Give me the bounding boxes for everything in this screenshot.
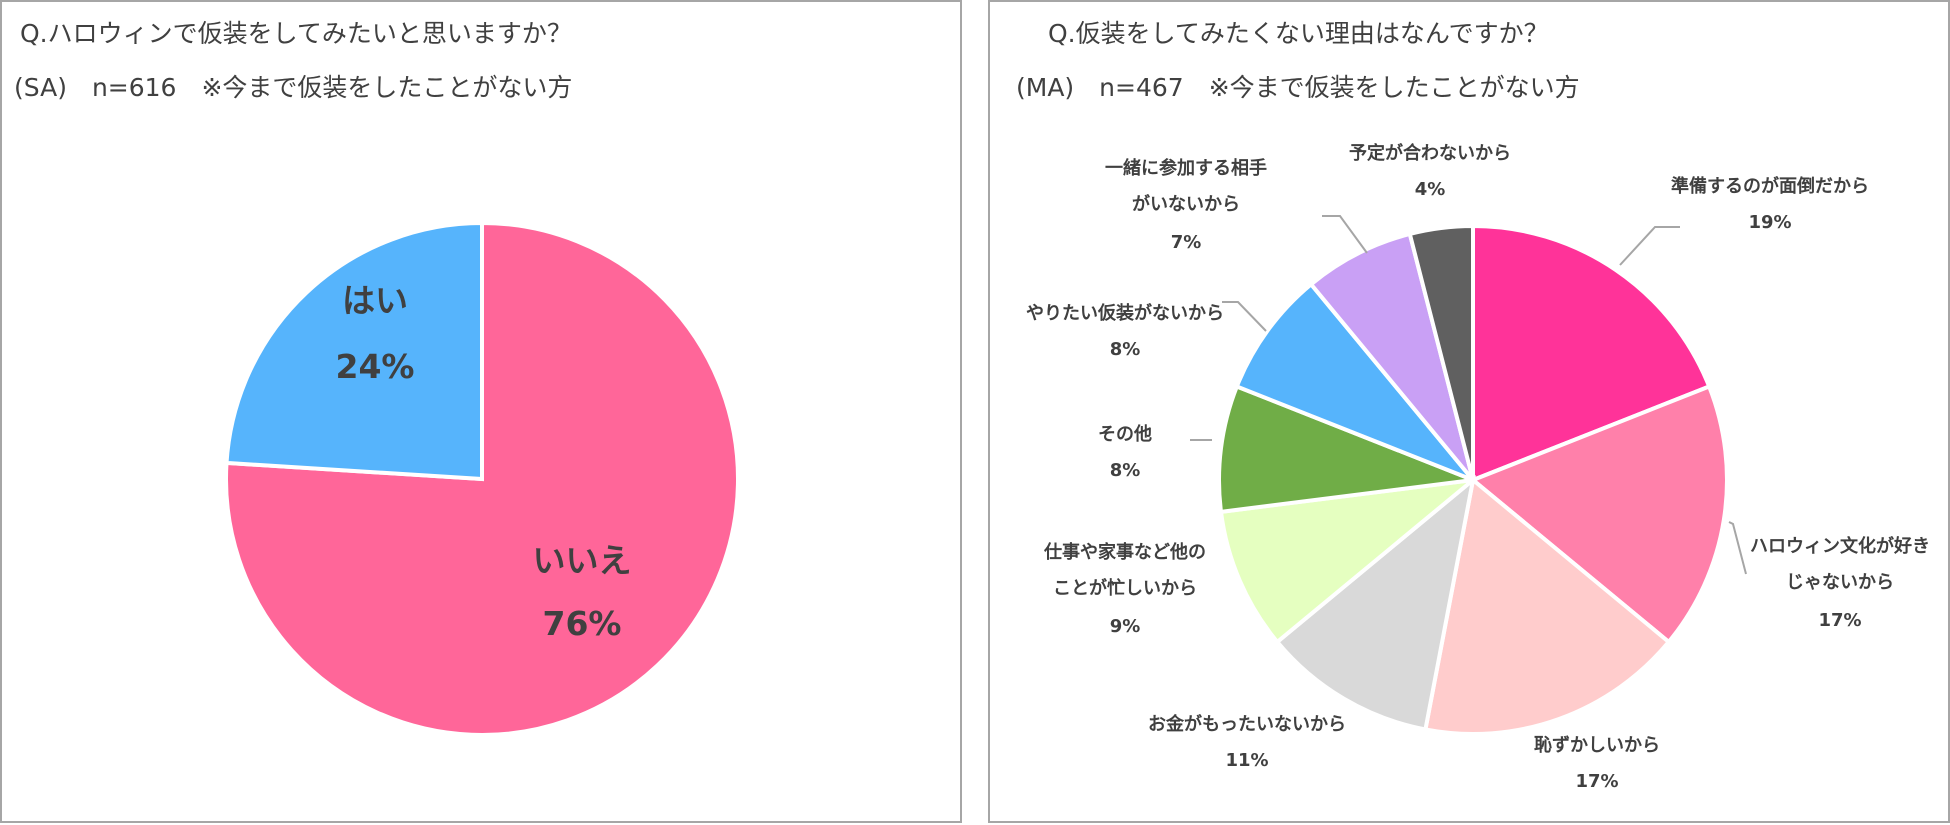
slice-label: 準備するのが面倒だから	[1671, 175, 1869, 197]
leader-line	[1322, 215, 1368, 254]
pie-slice-5	[1218, 477, 1480, 645]
slice-label: はい	[342, 281, 408, 320]
slice-label: ハロウィン文化が好き	[1750, 535, 1930, 557]
left-question-subtitle: (SA) n=616 ※今まで仮装をしたことがない方	[14, 73, 573, 102]
slice-label: 恥ずかしいから	[1534, 735, 1660, 756]
pie-slice-4	[1274, 474, 1477, 732]
slice-value-label: 76%	[543, 604, 622, 643]
left-question-title: Q.ハロウィンで仮装をしてみたいと思いますか？	[20, 19, 572, 48]
leader-line	[1728, 521, 1747, 575]
slice-value-label: 8%	[1110, 339, 1141, 360]
slice-value-label: 17%	[1818, 610, 1861, 631]
slice-label: やりたい仮装がないから	[1026, 302, 1224, 324]
pie-slice-1	[1471, 223, 1712, 483]
slice-label: いいえ	[533, 541, 632, 580]
pie-slice-7	[1234, 281, 1475, 482]
left-pie-chart: いいえ 76% はい 24%	[224, 220, 740, 737]
slice-value-label: 9%	[1110, 616, 1141, 637]
slice-value-label: 8%	[1110, 460, 1141, 481]
slice-label: がいないから	[1132, 193, 1240, 215]
slice-label: ことが忙しいから	[1053, 577, 1197, 599]
slice-label: 一緒に参加する相手	[1105, 157, 1267, 179]
pie-slice-yes	[224, 220, 484, 482]
slice-label: その他	[1098, 423, 1152, 445]
right-question-title: Q.仮装をしてみたくない理由はなんですか？	[1048, 19, 1549, 48]
pie-slice-8	[1308, 231, 1475, 482]
slice-value-label: 7%	[1171, 232, 1202, 253]
leader-line	[1222, 301, 1267, 332]
leader-line	[1619, 226, 1680, 266]
pie-slice-2	[1469, 383, 1729, 645]
pie-slice-3	[1423, 476, 1672, 736]
slice-value-label: 4%	[1415, 179, 1446, 200]
right-chart-panel: Q.仮装をしてみたくない理由はなんですか？ (MA) n=467 ※今まで仮装を…	[988, 0, 1950, 823]
pie-slice-9	[1407, 223, 1475, 481]
slice-value-label: 24%	[336, 347, 415, 386]
slice-value-label: 17%	[1575, 771, 1618, 792]
left-chart-panel: Q.ハロウィンで仮装をしてみたいと思いますか？ (SA) n=616 ※今まで仮…	[0, 0, 962, 823]
slice-value-label: 19%	[1748, 212, 1791, 233]
pie-slice-6	[1217, 383, 1474, 515]
slice-label: 予定が合わないから	[1349, 142, 1511, 164]
slice-value-label: 11%	[1225, 750, 1268, 771]
right-question-subtitle: (MA) n=467 ※今まで仮装をしたことがない方	[1016, 73, 1580, 102]
slice-label: 仕事や家事など他の	[1043, 541, 1206, 563]
slice-label: じゃないから	[1786, 572, 1894, 593]
slice-label: お金がもったいないから	[1148, 713, 1346, 735]
